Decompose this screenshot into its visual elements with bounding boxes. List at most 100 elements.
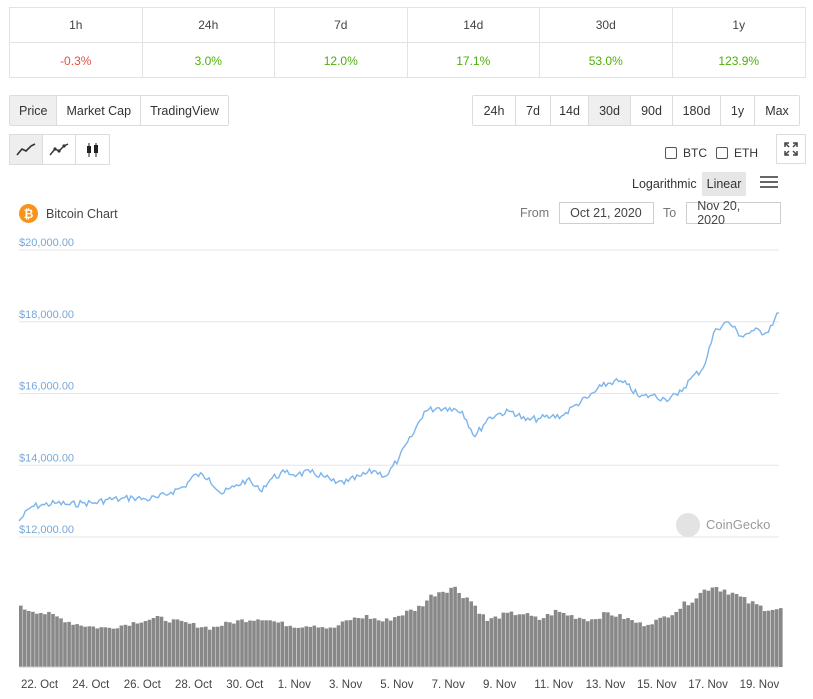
- volume-bar: [405, 610, 409, 667]
- point-line-chart-icon[interactable]: [43, 135, 76, 164]
- volume-bar: [758, 605, 763, 667]
- volume-bar: [702, 589, 707, 667]
- tab-price[interactable]: Price: [10, 96, 58, 125]
- price-chart[interactable]: $20,000.00 $18,000.00 $16,000.00 $14,000.00…: [0, 235, 813, 699]
- date-from: From Oct 21, 2020: [520, 202, 655, 224]
- volume-bar: [485, 620, 490, 667]
- date-to: To Nov 20, 2020: [663, 199, 782, 227]
- volume-bar: [493, 616, 498, 667]
- volume-bar: [722, 589, 727, 667]
- x-tick-label: 11. Nov: [534, 679, 573, 691]
- volume-bar: [646, 624, 650, 667]
- range-max[interactable]: Max: [755, 96, 799, 125]
- volume-bar: [187, 623, 192, 667]
- x-tick-label: 28. Oct: [175, 679, 213, 691]
- y-tick-label: $18,000.00: [19, 309, 74, 321]
- compare-btc-checkbox[interactable]: BTC: [665, 146, 707, 160]
- x-tick-label: 3. Nov: [329, 679, 362, 691]
- volume-bar: [771, 609, 775, 667]
- volume-bar: [525, 613, 530, 667]
- volume-bar: [248, 620, 252, 667]
- change-value-14d: 17.1%: [408, 43, 540, 78]
- y-tick-label: $16,000.00: [19, 381, 74, 393]
- range-7d[interactable]: 7d: [516, 96, 551, 125]
- range-30d[interactable]: 30d: [589, 96, 631, 125]
- change-header-1y: 1y: [672, 8, 805, 43]
- change-header-1h: 1h: [10, 8, 143, 43]
- x-tick-label: 30. Oct: [226, 679, 264, 691]
- compare-eth-checkbox[interactable]: ETH: [716, 146, 758, 160]
- volume-bar: [23, 609, 27, 667]
- x-tick-label: 24. Oct: [72, 679, 110, 691]
- bitcoin-logo-icon: ₿: [19, 204, 38, 223]
- volume-bar: [586, 621, 590, 667]
- range-1y[interactable]: 1y: [721, 96, 755, 125]
- y-tick-label: $12,000.00: [19, 524, 74, 536]
- volume-bar: [139, 622, 144, 667]
- volume-bar: [220, 625, 224, 667]
- volume-bar: [634, 622, 638, 667]
- date-from-input[interactable]: Oct 21, 2020: [559, 202, 655, 224]
- volume-bar: [662, 616, 666, 667]
- volume-bar: [421, 606, 425, 667]
- volume-bar: [569, 615, 574, 667]
- volume-bar: [340, 621, 345, 667]
- volume-bar: [734, 594, 739, 667]
- volume-bar: [83, 626, 87, 667]
- volume-bar: [694, 598, 699, 667]
- range-14d[interactable]: 14d: [551, 96, 589, 125]
- volume-bar: [598, 618, 602, 667]
- volume-bar: [674, 612, 678, 667]
- x-tick-label: 15. Nov: [637, 679, 677, 691]
- volume-bar: [453, 586, 457, 667]
- date-from-label: From: [520, 206, 550, 220]
- volume-bar: [762, 611, 767, 667]
- volume-bar: [360, 618, 365, 667]
- volume-bar: [384, 618, 389, 667]
- volume-bar: [766, 610, 771, 667]
- scale-linear[interactable]: Linear: [701, 172, 747, 196]
- volume-bar: [429, 594, 433, 667]
- volume-bar: [477, 613, 481, 667]
- volume-bar: [356, 618, 361, 667]
- volume-bar: [618, 614, 622, 667]
- volume-bar: [31, 611, 35, 667]
- fullscreen-button[interactable]: [776, 134, 806, 164]
- volume-bar: [666, 617, 670, 667]
- volume-bar: [91, 626, 95, 667]
- volume-bar: [244, 622, 248, 667]
- volume-bar: [143, 621, 148, 667]
- range-180d[interactable]: 180d: [673, 96, 721, 125]
- volume-bar: [376, 620, 381, 667]
- price-series-line: [18, 312, 780, 522]
- range-24h[interactable]: 24h: [473, 96, 516, 125]
- volume-bar: [328, 627, 333, 667]
- chart-menu-icon[interactable]: [760, 176, 778, 190]
- volume-bar: [256, 619, 260, 667]
- volume-bar: [208, 629, 212, 667]
- volume-bar: [87, 626, 91, 667]
- volume-bar: [610, 615, 614, 667]
- volume-bar: [147, 619, 152, 667]
- volume-bar: [602, 612, 606, 667]
- range-90d[interactable]: 90d: [631, 96, 673, 125]
- volume-bar: [63, 622, 67, 667]
- volume-bar: [296, 627, 301, 667]
- date-to-input[interactable]: Nov 20, 2020: [686, 199, 782, 227]
- chart-type-toggle: [9, 134, 110, 165]
- volume-bar: [746, 603, 751, 667]
- scale-logarithmic[interactable]: Logarithmic: [632, 177, 697, 191]
- tab-tradingview[interactable]: TradingView: [141, 96, 228, 125]
- volume-bar: [517, 614, 522, 667]
- volume-bar: [561, 613, 566, 667]
- candlestick-icon[interactable]: [76, 135, 109, 164]
- change-header-7d: 7d: [275, 8, 408, 43]
- volume-bar: [501, 612, 506, 667]
- expand-icon: [784, 142, 798, 156]
- volume-bar: [304, 626, 309, 667]
- tab-market-cap[interactable]: Market Cap: [57, 96, 142, 125]
- volume-bar: [75, 624, 79, 667]
- x-tick-label: 13. Nov: [586, 679, 626, 691]
- line-chart-icon[interactable]: [10, 135, 43, 164]
- volume-bar: [115, 628, 120, 667]
